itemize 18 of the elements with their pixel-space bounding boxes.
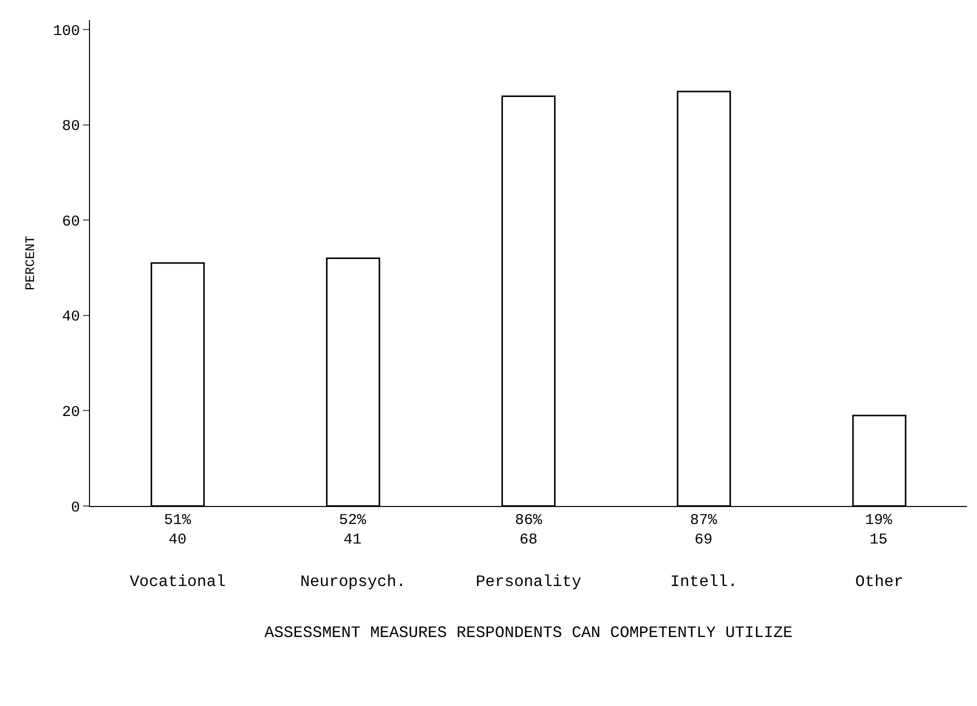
y-tick-label: 0 — [70, 499, 80, 516]
y-tick-label: 20 — [62, 404, 80, 421]
x-tick-label: Other — [855, 573, 904, 592]
y-tick-label: 80 — [62, 118, 80, 136]
data-label: 19% 15 — [865, 512, 894, 548]
x-tick-label: Personality — [476, 573, 582, 592]
y-tick-label: 60 — [62, 213, 80, 230]
data-label: 51% 40 — [164, 512, 192, 548]
data-label: 87% 69 — [690, 512, 718, 548]
x-tick-label: Neuropsych. — [300, 573, 406, 592]
x-tick-label: Intell. — [670, 573, 738, 592]
y-tick-label: 40 — [62, 308, 80, 326]
x-tick-label: Vocational — [130, 573, 226, 592]
data-label: 86% 68 — [515, 512, 544, 548]
y-tick-label: 100 — [52, 22, 80, 40]
y-axis-title: PERCENT — [22, 235, 38, 290]
data-label: 52% 41 — [339, 512, 368, 548]
x-axis-title: ASSESSMENT MEASURES RESPONDENTS CAN COMPETENTLY UTILIZE — [264, 624, 793, 642]
